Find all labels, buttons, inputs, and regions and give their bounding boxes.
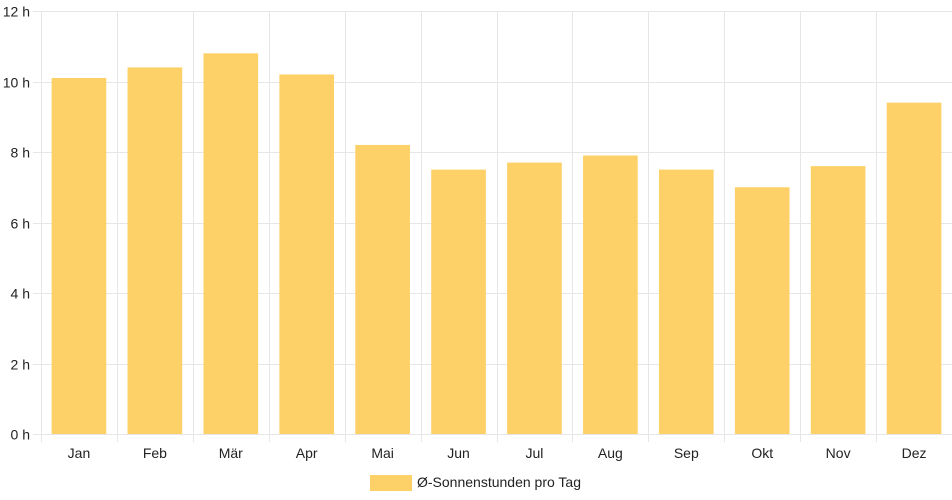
bar-nov[interactable]: [810, 166, 866, 434]
bar-dez[interactable]: [886, 102, 942, 435]
x-tick-label: Mai: [371, 445, 394, 461]
x-tick-label: Apr: [296, 445, 318, 461]
grid-layer: [33, 11, 952, 442]
y-tick-label: 6 h: [11, 216, 30, 232]
y-tick-label: 12 h: [3, 4, 30, 20]
x-tick-label: Jan: [68, 445, 91, 461]
bar-jun[interactable]: [431, 169, 486, 434]
bar-layer: [51, 53, 942, 435]
y-tick-label: 10 h: [3, 75, 30, 91]
bar-aug[interactable]: [583, 155, 638, 434]
y-tick-label: 2 h: [11, 357, 30, 373]
x-tick-label: Sep: [674, 445, 699, 461]
x-tick-label: Okt: [751, 445, 773, 461]
y-tick-label: 8 h: [11, 145, 30, 161]
y-tick-label: 0 h: [11, 427, 30, 443]
bar-jul[interactable]: [507, 162, 562, 434]
bar-apr[interactable]: [279, 74, 335, 434]
bar-mai[interactable]: [355, 144, 410, 434]
bar-okt[interactable]: [734, 187, 790, 434]
legend-label: Ø-Sonnenstunden pro Tag: [417, 474, 581, 490]
bar-sep[interactable]: [658, 169, 714, 434]
x-tick-label: Jul: [526, 445, 544, 461]
bar-mär[interactable]: [203, 53, 259, 435]
x-tick-label: Jun: [447, 445, 470, 461]
legend-swatch: [370, 475, 412, 491]
x-tick-label: Feb: [143, 445, 167, 461]
bar-feb[interactable]: [127, 67, 183, 435]
x-tick-label: Aug: [598, 445, 623, 461]
x-tick-label: Mär: [219, 445, 243, 461]
axis-layer: 0 h 2 h 4 h 6 h 8 h 10 h 12 h Jan Feb Mär Apr Mai Ju…: [3, 4, 927, 462]
x-tick-label: Nov: [826, 445, 851, 461]
bar-jan[interactable]: [51, 77, 107, 434]
legend[interactable]: Ø-Sonnenstunden pro Tag: [370, 474, 581, 491]
y-tick-label: 4 h: [11, 286, 30, 302]
x-tick-label: Dez: [902, 445, 927, 461]
